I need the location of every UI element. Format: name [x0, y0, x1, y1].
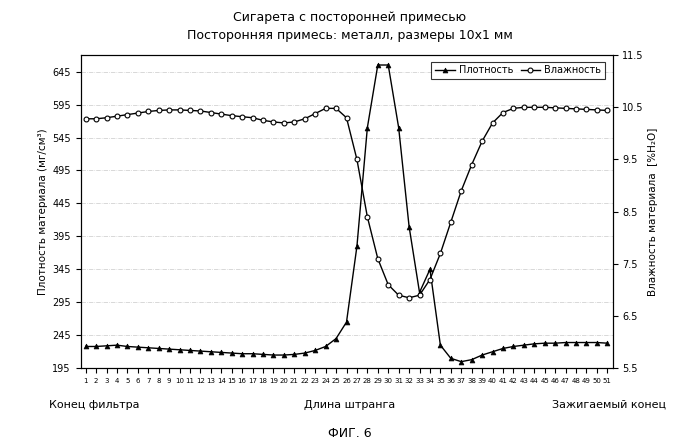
Плотность [81, 344, 90, 349]
Плотность [478, 352, 486, 358]
Плотность [436, 343, 445, 348]
Text: Сигарета с посторонней примесью: Сигарета с посторонней примесью [233, 11, 467, 24]
Плотность [196, 348, 204, 354]
Text: ФИГ. 6: ФИГ. 6 [328, 426, 372, 440]
Y-axis label: Плотность материала (мг/см³): Плотность материала (мг/см³) [38, 128, 48, 295]
Влажность [81, 116, 90, 121]
Влажность [436, 251, 445, 256]
Влажность [405, 295, 413, 300]
Влажность [593, 107, 601, 112]
Плотность [603, 340, 612, 346]
Line: Плотность: Плотность [83, 63, 610, 364]
Влажность [468, 162, 476, 167]
Text: Зажигаемый конец: Зажигаемый конец [552, 400, 666, 410]
Плотность [248, 351, 257, 356]
Плотность [238, 351, 246, 356]
Text: Конец фильтра: Конец фильтра [49, 400, 140, 410]
Y-axis label: Влажность материала  [%H₂O]: Влажность материала [%H₂O] [648, 127, 658, 296]
Влажность [603, 108, 612, 113]
Line: Влажность: Влажность [83, 105, 610, 300]
Text: Длина штранга: Длина штранга [304, 400, 395, 410]
Влажность [519, 105, 528, 110]
Legend: Плотность, Влажность: Плотность, Влажность [431, 62, 605, 79]
Text: Посторонняя примесь: металл, размеры 10x1 мм: Посторонняя примесь: металл, размеры 10x… [187, 29, 513, 41]
Плотность [374, 62, 382, 67]
Влажность [196, 108, 204, 114]
Плотность [593, 340, 601, 345]
Влажность [238, 114, 246, 120]
Влажность [248, 115, 257, 120]
Плотность [457, 359, 466, 364]
